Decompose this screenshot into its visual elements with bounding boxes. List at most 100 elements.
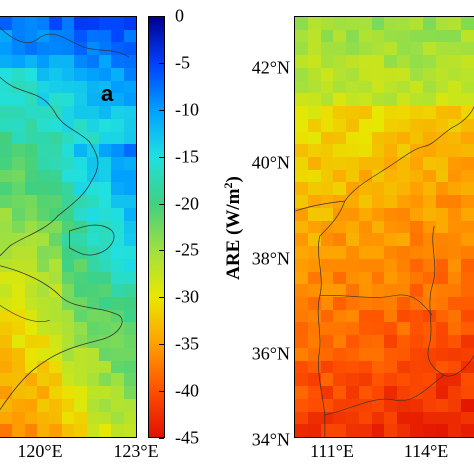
heatmap-cell <box>74 67 87 81</box>
heatmap-cell <box>422 157 436 170</box>
heatmap-cell <box>49 131 62 145</box>
heatmap-cell <box>0 246 13 259</box>
heatmap-cell <box>86 335 99 348</box>
heatmap-cell <box>346 17 359 30</box>
heatmap-cell <box>123 233 136 247</box>
heatmap-cell <box>74 207 87 221</box>
heatmap-cell <box>307 347 321 361</box>
heatmap-cell <box>384 360 398 374</box>
heatmap-cell <box>0 360 13 374</box>
heatmap-cell <box>346 284 359 297</box>
heatmap-cell <box>24 411 38 425</box>
heatmap-cell <box>422 93 436 107</box>
heatmap-cell <box>12 411 25 425</box>
heatmap-cell <box>397 386 411 399</box>
heatmap-cell <box>0 169 13 183</box>
heatmap-cell <box>61 93 75 107</box>
heatmap-cell <box>358 67 372 81</box>
heatmap-cell <box>410 373 423 387</box>
heatmap-cell <box>461 386 474 399</box>
heatmap-cell <box>320 106 334 119</box>
heatmap-cell <box>12 144 25 157</box>
heatmap-cell <box>358 131 372 145</box>
heatmap-cell <box>333 67 347 81</box>
heatmap-cell <box>295 169 308 183</box>
x-tick-label: 123°E <box>113 441 159 461</box>
heatmap-cell <box>333 284 347 297</box>
heatmap-cell <box>61 398 75 412</box>
heatmap-cell <box>371 284 385 297</box>
heatmap-cell <box>307 195 321 208</box>
heatmap-cell <box>410 80 423 94</box>
heatmap-cell <box>37 411 50 425</box>
heatmap-cell <box>358 169 372 183</box>
heatmap-cell <box>295 67 308 81</box>
heatmap-cell <box>333 118 347 132</box>
heatmap-cell <box>49 424 62 437</box>
heatmap-cell <box>12 17 25 30</box>
heatmap-cell <box>320 195 334 208</box>
heatmap-cell <box>397 284 411 297</box>
heatmap-cell <box>0 411 13 425</box>
heatmap-cell <box>307 17 321 30</box>
heatmap-cell <box>123 386 136 399</box>
heatmap-cell <box>86 207 99 221</box>
heatmap-cell <box>461 360 474 374</box>
heatmap-cell <box>422 169 436 183</box>
heatmap-cell <box>49 309 62 323</box>
heatmap-cell <box>86 131 99 145</box>
heatmap-cell <box>346 182 359 196</box>
heatmap-cell <box>74 309 87 323</box>
heatmap-cell <box>49 258 62 272</box>
heatmap-cell <box>371 322 385 336</box>
heatmap-cell <box>384 411 398 425</box>
heatmap-cell <box>37 271 50 285</box>
heatmap-cell <box>37 169 50 183</box>
heatmap-cell <box>410 297 423 310</box>
heatmap-cell <box>358 373 372 387</box>
heatmap-cell <box>98 169 112 183</box>
heatmap-cell <box>307 55 321 68</box>
heatmap-cell <box>448 258 462 272</box>
heatmap-cell <box>435 220 449 234</box>
heatmap-cell <box>295 411 308 425</box>
heatmap-cell <box>111 297 124 310</box>
heatmap-cell <box>320 309 334 323</box>
heatmap-cell <box>358 80 372 94</box>
heatmap-cell <box>111 182 124 196</box>
heatmap-cell <box>397 322 411 336</box>
colorbar-tick-mark <box>159 250 164 252</box>
x-tick-label: 111°E <box>310 441 354 461</box>
heatmap-cell <box>49 42 62 56</box>
heatmap-grid-b <box>295 17 474 437</box>
heatmap-cell <box>98 42 112 56</box>
heatmap-cell <box>371 373 385 387</box>
heatmap-cell <box>61 118 75 132</box>
heatmap-cell <box>320 29 334 43</box>
heatmap-cell <box>123 195 136 208</box>
heatmap-cell <box>37 373 50 387</box>
heatmap-cell <box>123 131 136 145</box>
heatmap-cell <box>435 398 449 412</box>
heatmap-cell <box>0 144 13 157</box>
heatmap-cell <box>384 80 398 94</box>
heatmap-cell <box>448 386 462 399</box>
heatmap-cell <box>86 424 99 437</box>
heatmap-cell <box>61 347 75 361</box>
heatmap-cell <box>12 29 25 43</box>
heatmap-cell <box>49 29 62 43</box>
heatmap-cell <box>37 297 50 310</box>
heatmap-cell <box>111 322 124 336</box>
heatmap-cell <box>333 258 347 272</box>
heatmap-cell <box>123 373 136 387</box>
heatmap-cell <box>74 297 87 310</box>
heatmap-cell <box>295 373 308 387</box>
heatmap-cell <box>0 347 13 361</box>
heatmap-cell <box>98 284 112 297</box>
heatmap-cell <box>448 207 462 221</box>
heatmap-cell <box>422 373 436 387</box>
heatmap-cell <box>371 207 385 221</box>
heatmap-cell <box>461 207 474 221</box>
heatmap-cell <box>410 284 423 297</box>
heatmap-cell <box>74 246 87 259</box>
